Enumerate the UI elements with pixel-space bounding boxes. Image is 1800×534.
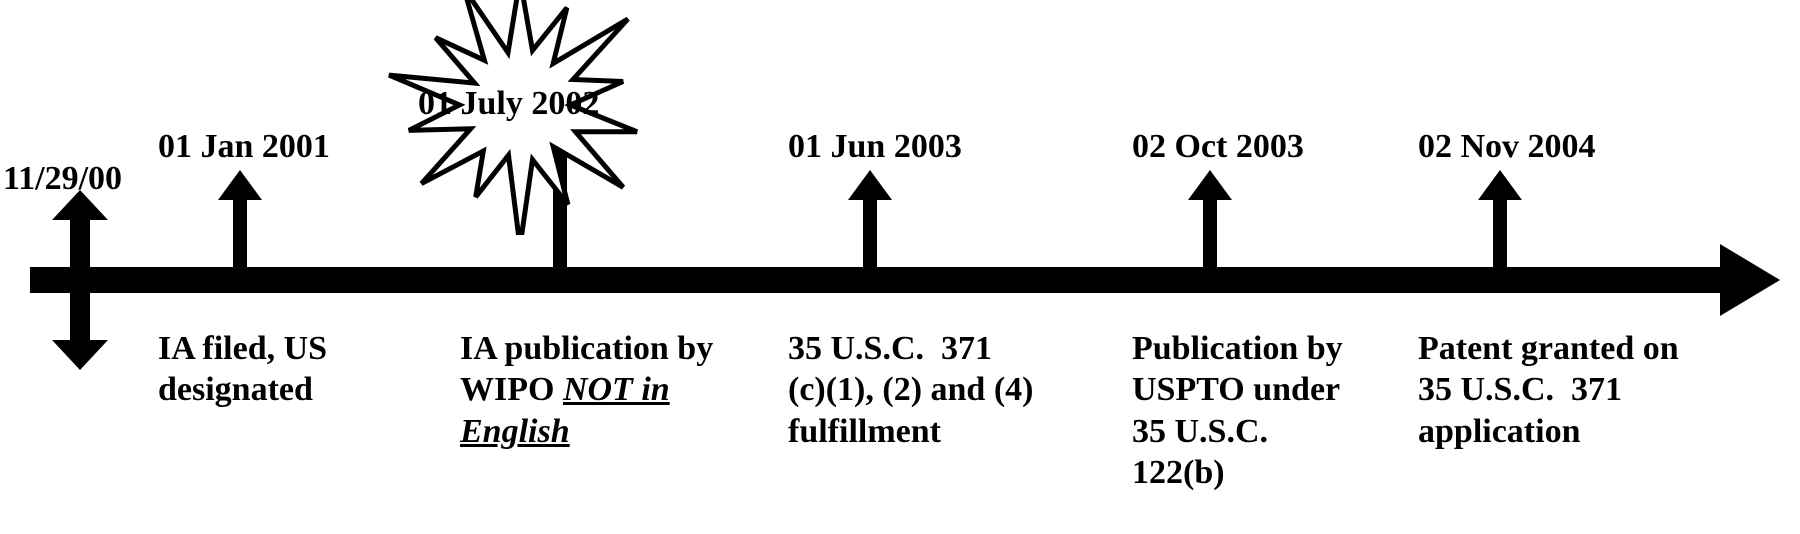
starburst-label: 01 July 2002	[418, 85, 599, 123]
timeline-axis-arrowhead	[1720, 244, 1780, 316]
start-marker-down-stem	[70, 292, 90, 340]
event-4-arrow-stem	[1493, 200, 1507, 268]
event-2-date: 01 Jun 2003	[788, 128, 962, 166]
event-4-arrow-head	[1478, 170, 1522, 200]
start-marker-up-stem	[70, 220, 90, 268]
event-0-arrow-stem	[233, 200, 247, 268]
timeline-axis	[30, 267, 1720, 293]
start-marker-down-head	[52, 340, 108, 370]
event-0-desc: IA filed, USdesignated	[158, 328, 458, 411]
event-0-date: 01 Jan 2001	[158, 128, 330, 166]
event-2-arrow-head	[848, 170, 892, 200]
event-2-desc: 35 U.S.C. 371(c)(1), (2) and (4)fulfillm…	[788, 328, 1108, 452]
event-2-arrow-stem	[863, 200, 877, 268]
event-3-arrow-head	[1188, 170, 1232, 200]
event-4-desc: Patent granted on35 U.S.C. 371applicatio…	[1418, 328, 1738, 452]
timeline-canvas: 11/29/00 01 Jan 2001 IA filed, USdesigna…	[0, 0, 1800, 534]
event-0-arrow-head	[218, 170, 262, 200]
event-3-arrow-stem	[1203, 200, 1217, 268]
event-3-desc: Publication byUSPTO under35 U.S.C.122(b)	[1132, 328, 1432, 494]
event-1-desc: IA publication byWIPO NOT inEnglish	[460, 328, 780, 452]
start-date-label: 11/29/00	[3, 160, 122, 198]
event-3-date: 02 Oct 2003	[1132, 128, 1304, 166]
event-4-date: 02 Nov 2004	[1418, 128, 1596, 166]
